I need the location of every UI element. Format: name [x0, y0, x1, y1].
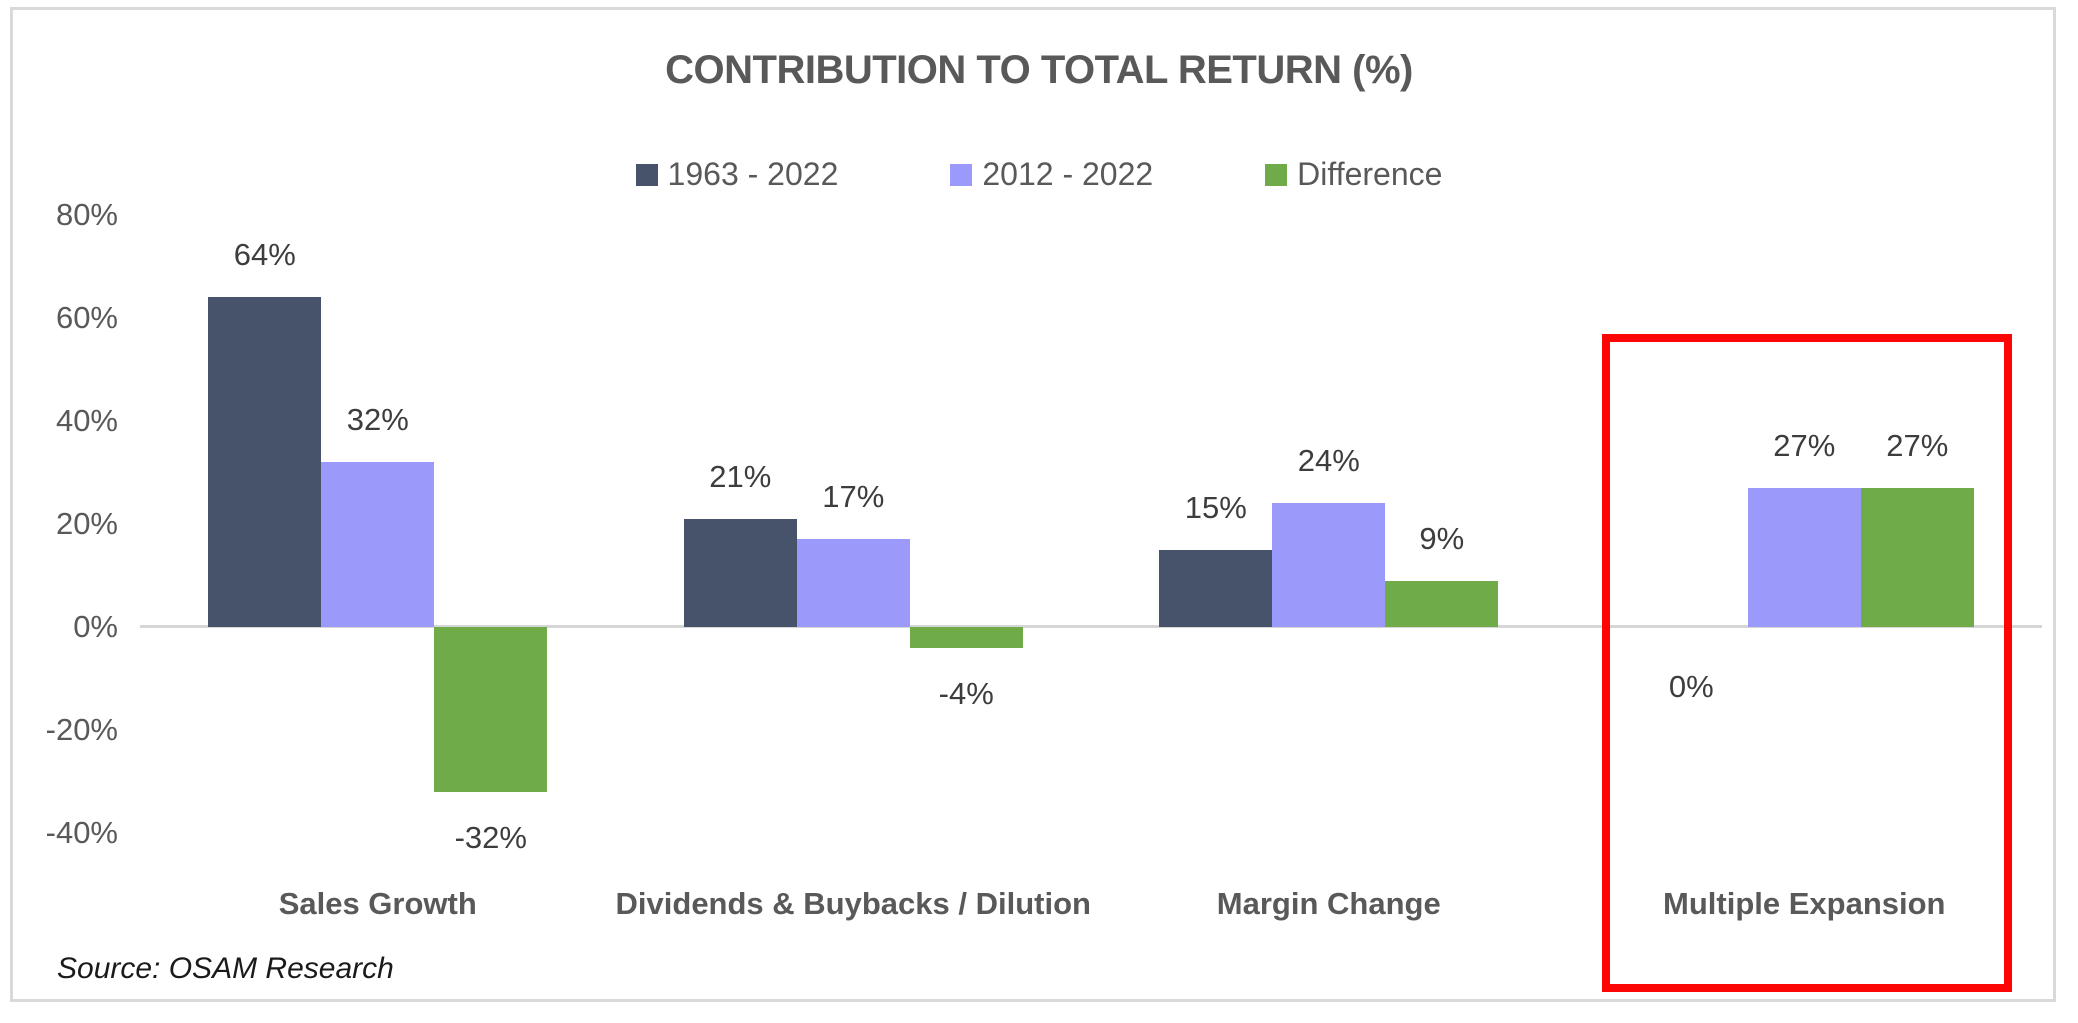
- y-axis-tick-40: 40%: [55, 403, 118, 438]
- bar-2012-2022-sales-growth: [321, 462, 435, 627]
- data-label-difference-sales-growth: -32%: [454, 819, 527, 855]
- data-label-difference-margin-change: 9%: [1419, 520, 1465, 556]
- legend-swatch-2012-2022-icon: [950, 163, 973, 186]
- source-note: Source: OSAM Research: [57, 952, 394, 985]
- bar-difference-sales-growth: [434, 627, 548, 792]
- chart-title: CONTRIBUTION TO TOTAL RETURN (%): [665, 48, 1413, 92]
- legend-label-2012-2022: 2012 - 2022: [982, 156, 1154, 192]
- category-label-sales-growth: Sales Growth: [278, 886, 477, 921]
- data-label-1963-2022-multiple-expansion: 0%: [1668, 669, 1714, 704]
- y-axis-tick-0: 0%: [73, 609, 118, 644]
- data-label-2012-2022-sales-growth: 32%: [346, 402, 409, 438]
- y-axis-tick-60: 60%: [55, 300, 118, 335]
- data-label-1963-2022-margin-change: 15%: [1184, 489, 1247, 525]
- data-label-2012-2022-margin-change: 24%: [1297, 443, 1360, 479]
- data-label-2012-2022-dividends-buybacks-dilution: 17%: [822, 479, 885, 515]
- bar-1963-2022-dividends-buybacks-dilution: [683, 518, 797, 627]
- legend-label-difference: Difference: [1297, 156, 1443, 192]
- y-axis-tick-20: -20%: [45, 712, 118, 747]
- legend-swatch-difference-icon: [1265, 163, 1288, 186]
- category-label-margin-change: Margin Change: [1216, 886, 1441, 921]
- bar-difference-multiple-expansion: [1860, 487, 1974, 627]
- category-label-dividends-buybacks-dilution: Dividends & Buybacks / Dilution: [615, 886, 1091, 921]
- legend-item-1963-2022: 1963 - 2022: [635, 156, 839, 193]
- y-axis-tick-40: -40%: [45, 815, 118, 850]
- y-axis-tick-20: 20%: [55, 506, 118, 541]
- x-axis-line: [140, 625, 2042, 628]
- legend-item-2012-2022: 2012 - 2022: [950, 156, 1153, 193]
- data-label-difference-dividends-buybacks-dilution: -4%: [938, 675, 994, 711]
- highlight-box-multiple-expansion: [1602, 334, 2012, 992]
- legend: 1963 - 2022 2012 - 2022 Difference: [0, 156, 2078, 193]
- legend-label-1963-2022: 1963 - 2022: [667, 156, 839, 192]
- bar-1963-2022-sales-growth: [208, 297, 322, 627]
- bar-2012-2022-margin-change: [1272, 503, 1386, 627]
- bar-difference-margin-change: [1385, 580, 1499, 627]
- legend-swatch-1963-2022-icon: [635, 163, 658, 186]
- legend-item-difference: Difference: [1265, 156, 1442, 193]
- data-label-difference-multiple-expansion: 27%: [1886, 427, 1949, 463]
- bar-difference-dividends-buybacks-dilution: [909, 627, 1023, 648]
- bar-2012-2022-multiple-expansion: [1747, 487, 1861, 627]
- category-label-multiple-expansion: Multiple Expansion: [1663, 886, 1946, 921]
- data-label-1963-2022-sales-growth: 64%: [233, 237, 296, 273]
- data-label-2012-2022-multiple-expansion: 27%: [1773, 427, 1836, 463]
- y-axis-tick-80: 80%: [55, 197, 118, 232]
- bar-1963-2022-margin-change: [1159, 549, 1273, 627]
- bar-2012-2022-dividends-buybacks-dilution: [796, 539, 910, 627]
- data-label-1963-2022-dividends-buybacks-dilution: 21%: [709, 458, 772, 494]
